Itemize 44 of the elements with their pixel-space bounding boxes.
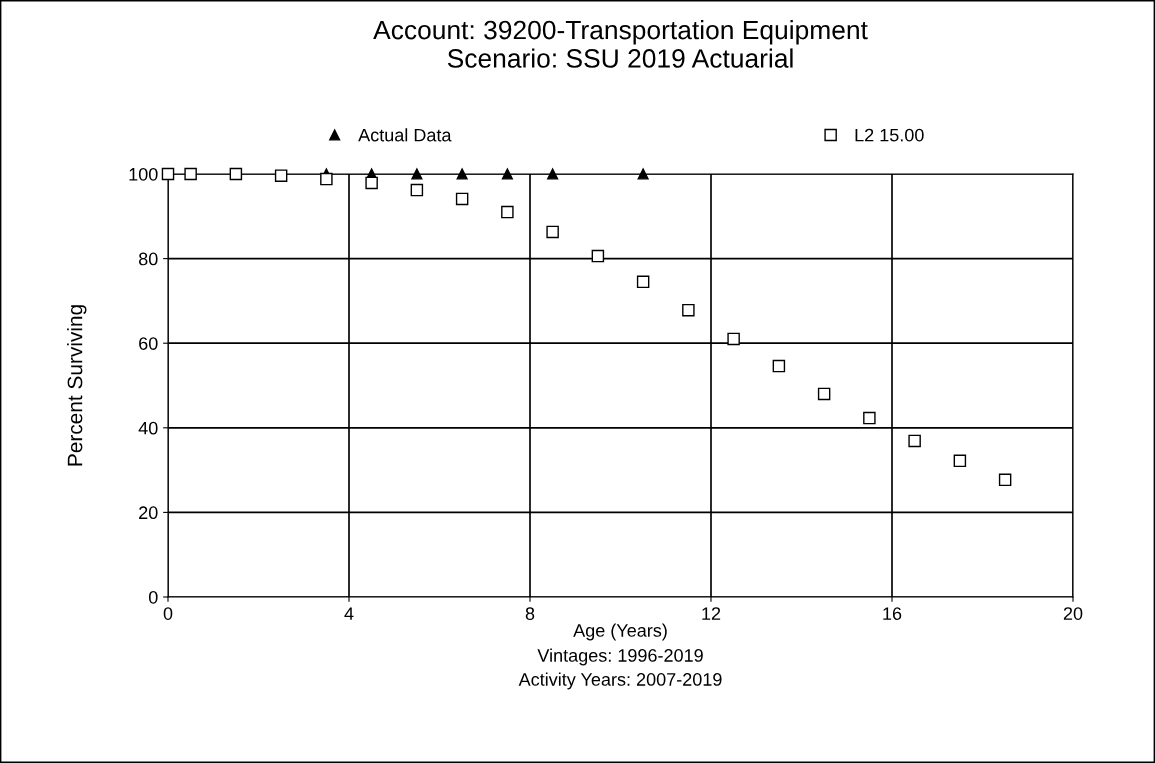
y-tick-label: 40	[138, 421, 158, 435]
point	[682, 303, 695, 317]
point	[455, 192, 469, 206]
y-tick-label: 80	[138, 252, 158, 266]
point	[863, 411, 876, 425]
point	[501, 205, 514, 219]
point	[274, 169, 288, 182]
point	[727, 332, 740, 346]
point	[636, 275, 650, 289]
x-tick-label: 20	[1063, 607, 1083, 620]
point	[229, 167, 243, 181]
point	[817, 387, 831, 401]
legend-label: L2 15.00	[855, 128, 924, 142]
point	[547, 168, 559, 180]
x-tick-label: 16	[883, 607, 902, 620]
point	[320, 172, 333, 186]
x-tick-label: 0	[163, 607, 173, 620]
point	[998, 473, 1012, 487]
text: Vintages: 1996-2019	[537, 648, 703, 666]
y-tick-label: 20	[139, 506, 158, 520]
y-axis-title: Percent Surviving	[67, 305, 87, 466]
x-tick-label: 12	[702, 607, 721, 620]
chart-title: Account: 39200-Transportation Equipment Scenario: SSU 2019 Actuarial	[373, 20, 868, 68]
point	[365, 176, 378, 190]
x-tick-label: 8	[525, 607, 535, 620]
legend-label: Actual Data	[358, 128, 452, 142]
point	[772, 359, 786, 373]
y-tick-label: 0	[148, 590, 158, 604]
y-tick-label: 100	[129, 167, 158, 181]
text: Activity Years: 2007-2019	[518, 672, 722, 690]
point	[908, 434, 921, 448]
point	[411, 168, 423, 180]
point	[456, 168, 468, 180]
x-axis-title: Age (Years)	[573, 623, 667, 641]
point	[161, 167, 175, 181]
point	[501, 168, 513, 180]
y-tick-label: 60	[139, 337, 158, 350]
point	[637, 168, 649, 180]
x-tick-label: 4	[344, 607, 354, 620]
point	[591, 249, 605, 263]
point	[184, 167, 197, 181]
point	[953, 454, 967, 468]
point	[410, 183, 424, 197]
point	[546, 225, 559, 239]
